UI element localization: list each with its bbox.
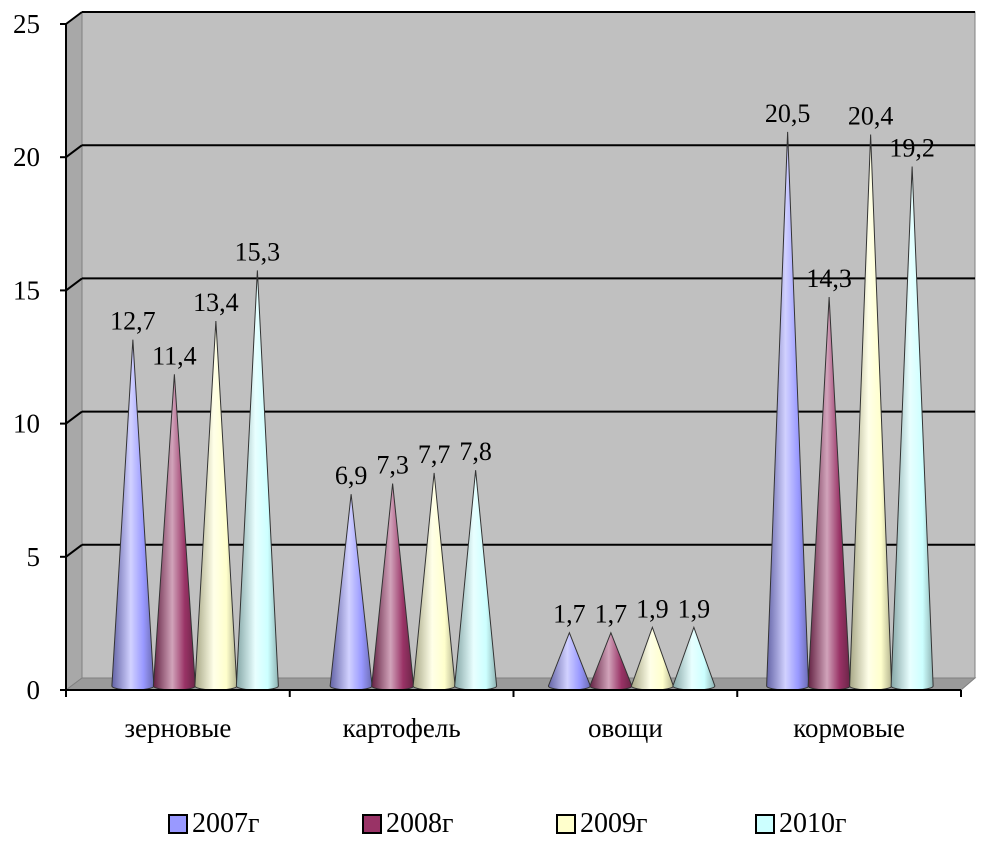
data-label: 12,7 <box>110 307 156 336</box>
legend-swatch <box>556 814 576 834</box>
x-tick-label: кормовые <box>793 713 905 743</box>
y-tick-label: 15 <box>13 275 40 305</box>
gridline-side <box>65 144 83 158</box>
gridline-side <box>65 11 83 25</box>
y-tick-label: 0 <box>27 675 41 705</box>
data-label: 6,9 <box>335 461 368 490</box>
y-tick-label: 20 <box>13 142 40 172</box>
legend-item-2009: 2009г <box>556 808 647 840</box>
data-label: 20,5 <box>765 99 811 128</box>
y-tick-label: 5 <box>27 542 41 572</box>
legend: 2007г 2008г 2009г 2010г <box>0 808 983 842</box>
data-label: 7,7 <box>418 440 451 469</box>
gridline-side <box>65 543 83 558</box>
y-axis: 0 5 10 15 20 25 <box>13 9 67 705</box>
data-label: 1,7 <box>595 600 628 629</box>
legend-label: 2007г <box>192 808 260 839</box>
data-label: 20,4 <box>848 102 894 131</box>
x-tick-label: картофель <box>343 713 461 743</box>
bars <box>111 131 934 691</box>
data-label: 7,8 <box>459 437 492 466</box>
legend-label: 2009г <box>580 808 648 839</box>
gridline-side <box>65 277 83 292</box>
legend-item-2008: 2008г <box>362 808 453 840</box>
data-label: 1,7 <box>553 600 586 629</box>
legend-label: 2008г <box>386 808 454 839</box>
x-axis: зерновые картофель овощи кормовые <box>65 689 962 743</box>
data-label: 13,4 <box>193 288 239 317</box>
data-label: 1,9 <box>636 594 669 623</box>
data-label: 7,3 <box>376 451 409 480</box>
data-label: 11,4 <box>152 341 197 370</box>
plot-side-wall <box>65 11 83 691</box>
data-labels: 12,7 11,4 13,4 15,3 6,9 7,3 7,7 7,8 1,7 1,7 1,9 1,9… <box>110 99 935 629</box>
data-label: 1,9 <box>678 594 711 623</box>
legend-swatch <box>362 814 382 834</box>
legend-item-2010: 2010г <box>755 808 846 840</box>
gridline-side <box>65 410 83 425</box>
x-tick-label: овощи <box>588 713 663 743</box>
legend-swatch <box>168 814 188 834</box>
legend-label: 2010г <box>779 808 847 839</box>
x-tick-label: зерновые <box>124 713 231 743</box>
legend-item-2007: 2007г <box>168 808 259 840</box>
y-tick-label: 25 <box>13 9 40 39</box>
legend-swatch <box>755 814 775 834</box>
data-label: 15,3 <box>235 237 281 266</box>
data-label: 19,2 <box>889 134 935 163</box>
y-tick-label: 10 <box>13 409 40 439</box>
data-label: 14,3 <box>806 264 852 293</box>
